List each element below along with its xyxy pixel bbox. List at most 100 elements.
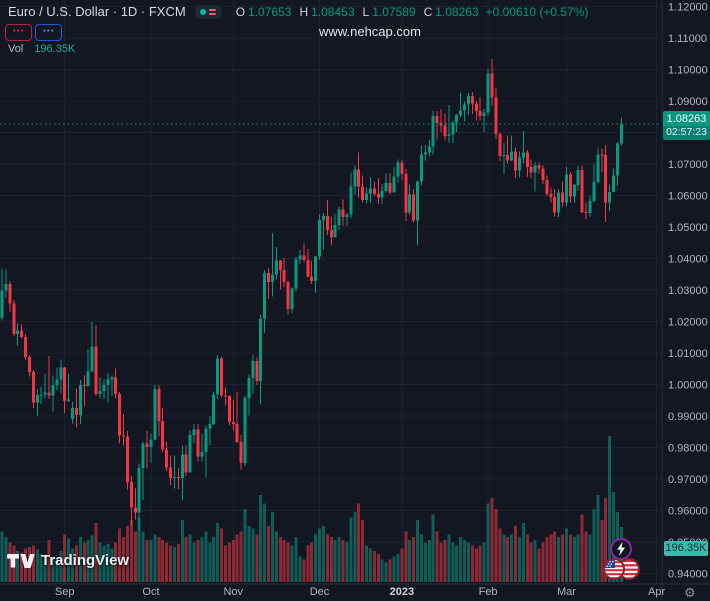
price-tick-label[interactable]: 1.04000 — [668, 254, 708, 266]
price-tick-label[interactable]: 1.01000 — [668, 348, 708, 360]
candle-body — [90, 346, 94, 372]
volume-bar — [231, 539, 235, 582]
candle-body — [125, 436, 129, 483]
volume-bar — [380, 559, 384, 582]
candle-body — [529, 167, 533, 173]
time-tick-label[interactable]: Apr — [648, 586, 665, 598]
price-tick-label[interactable]: 0.99000 — [668, 411, 708, 423]
volume-bar — [200, 537, 204, 582]
candle-body — [298, 255, 302, 260]
sell-button-dots: ••• — [13, 27, 25, 35]
candle-body — [247, 378, 251, 399]
volume-bar — [561, 534, 565, 582]
volume-axis-label: 196.35K — [664, 541, 708, 556]
candle-body — [180, 454, 184, 479]
price-tick-label[interactable]: 0.98000 — [668, 443, 708, 455]
volume-bar — [376, 553, 380, 582]
candle-body — [290, 288, 294, 310]
volume-bar — [553, 531, 557, 582]
volume-bar — [39, 553, 43, 582]
volume-bar — [43, 555, 47, 582]
candle-body — [71, 407, 75, 420]
volume-bar — [114, 542, 118, 582]
volume-bar — [361, 520, 365, 582]
volume-bar — [474, 548, 478, 582]
price-tick-label[interactable]: 0.96000 — [668, 506, 708, 518]
candle-body — [545, 180, 549, 194]
eurusd-flags-badge[interactable] — [600, 556, 642, 587]
price-tick-label[interactable]: 1.12000 — [668, 2, 708, 14]
price-tick-label[interactable]: 1.10000 — [668, 65, 708, 77]
candle-body — [43, 392, 47, 395]
candle-body — [184, 454, 188, 473]
volume-bar — [357, 503, 361, 582]
candle-body — [122, 435, 126, 437]
time-tick-label[interactable]: Nov — [223, 586, 243, 598]
candle-body — [192, 429, 196, 435]
candle-body — [153, 389, 157, 440]
candle-body — [235, 423, 239, 442]
time-tick-label[interactable]: Oct — [142, 586, 159, 598]
market-status-pill[interactable] — [194, 4, 222, 19]
volume-bar — [20, 552, 24, 582]
price-tick-label[interactable]: 1.11000 — [668, 33, 707, 45]
candle-body — [4, 284, 8, 291]
time-tick-label[interactable]: Mar — [557, 586, 576, 598]
volume-bar — [314, 534, 318, 582]
time-tick-label[interactable]: Feb — [479, 586, 498, 598]
candle-body — [568, 174, 572, 197]
candle-body — [443, 125, 447, 136]
price-tick-label[interactable]: 1.02000 — [668, 317, 708, 329]
volume-bar — [98, 542, 102, 582]
volume-bar — [502, 534, 506, 582]
candle-body — [502, 155, 506, 157]
time-tick-label[interactable]: Dec — [310, 586, 330, 598]
time-tick-label[interactable]: Sep — [55, 586, 75, 598]
volume-bar — [416, 520, 420, 582]
candle-body — [243, 398, 247, 463]
price-tick-label[interactable]: 1.06000 — [668, 191, 708, 203]
candle-body — [286, 282, 290, 310]
volume-bar — [282, 539, 286, 582]
candle-body — [63, 367, 67, 401]
price-tick-label[interactable]: 1.07000 — [668, 159, 708, 171]
price-tick-label[interactable]: 1.09000 — [668, 96, 708, 108]
close-label: C — [423, 4, 433, 19]
candle-body — [365, 193, 369, 201]
settings-gear-icon[interactable]: ⚙ — [684, 585, 696, 600]
volume-bar — [333, 539, 337, 582]
volume-bar — [435, 531, 439, 582]
price-tick-label[interactable]: 1.00000 — [668, 380, 708, 392]
lightning-badge[interactable] — [608, 536, 634, 567]
sell-button[interactable]: ••• — [5, 24, 32, 41]
symbol-title[interactable]: Euro / U.S. Dollar · 1D · FXCM — [8, 4, 186, 19]
price-tick-label[interactable]: 1.03000 — [668, 285, 708, 297]
volume-indicator-legend[interactable]: Vol 196.35K — [8, 43, 75, 55]
tradingview-logo-text: TradingView — [41, 552, 130, 569]
volume-bar — [133, 531, 137, 582]
candle-body — [447, 134, 451, 136]
buy-button[interactable]: ••• — [35, 24, 62, 41]
price-tick-label[interactable]: 1.05000 — [668, 222, 708, 234]
candle-body — [78, 385, 82, 416]
tradingview-logo[interactable]: TradingView — [7, 552, 129, 569]
candle-body — [306, 260, 310, 277]
volume-bar — [286, 542, 290, 582]
price-tick-label[interactable]: 0.94000 — [668, 569, 708, 581]
volume-bar — [443, 539, 447, 582]
candle-body — [435, 116, 439, 124]
candle-body — [188, 434, 192, 473]
volume-bar — [129, 520, 133, 582]
open-value: 1.07653 — [248, 4, 292, 19]
volume-bar — [122, 537, 126, 582]
low-value: 1.07589 — [372, 4, 416, 19]
candle-body — [337, 209, 341, 225]
volume-bar — [251, 528, 255, 582]
volume-bar — [302, 559, 306, 582]
volume-bar — [447, 534, 451, 582]
price-tick-label[interactable]: 0.97000 — [668, 474, 708, 486]
volume-bar — [541, 542, 545, 582]
last-price-value: 1.08263 — [663, 111, 710, 126]
time-tick-label[interactable]: 2023 — [390, 586, 414, 598]
